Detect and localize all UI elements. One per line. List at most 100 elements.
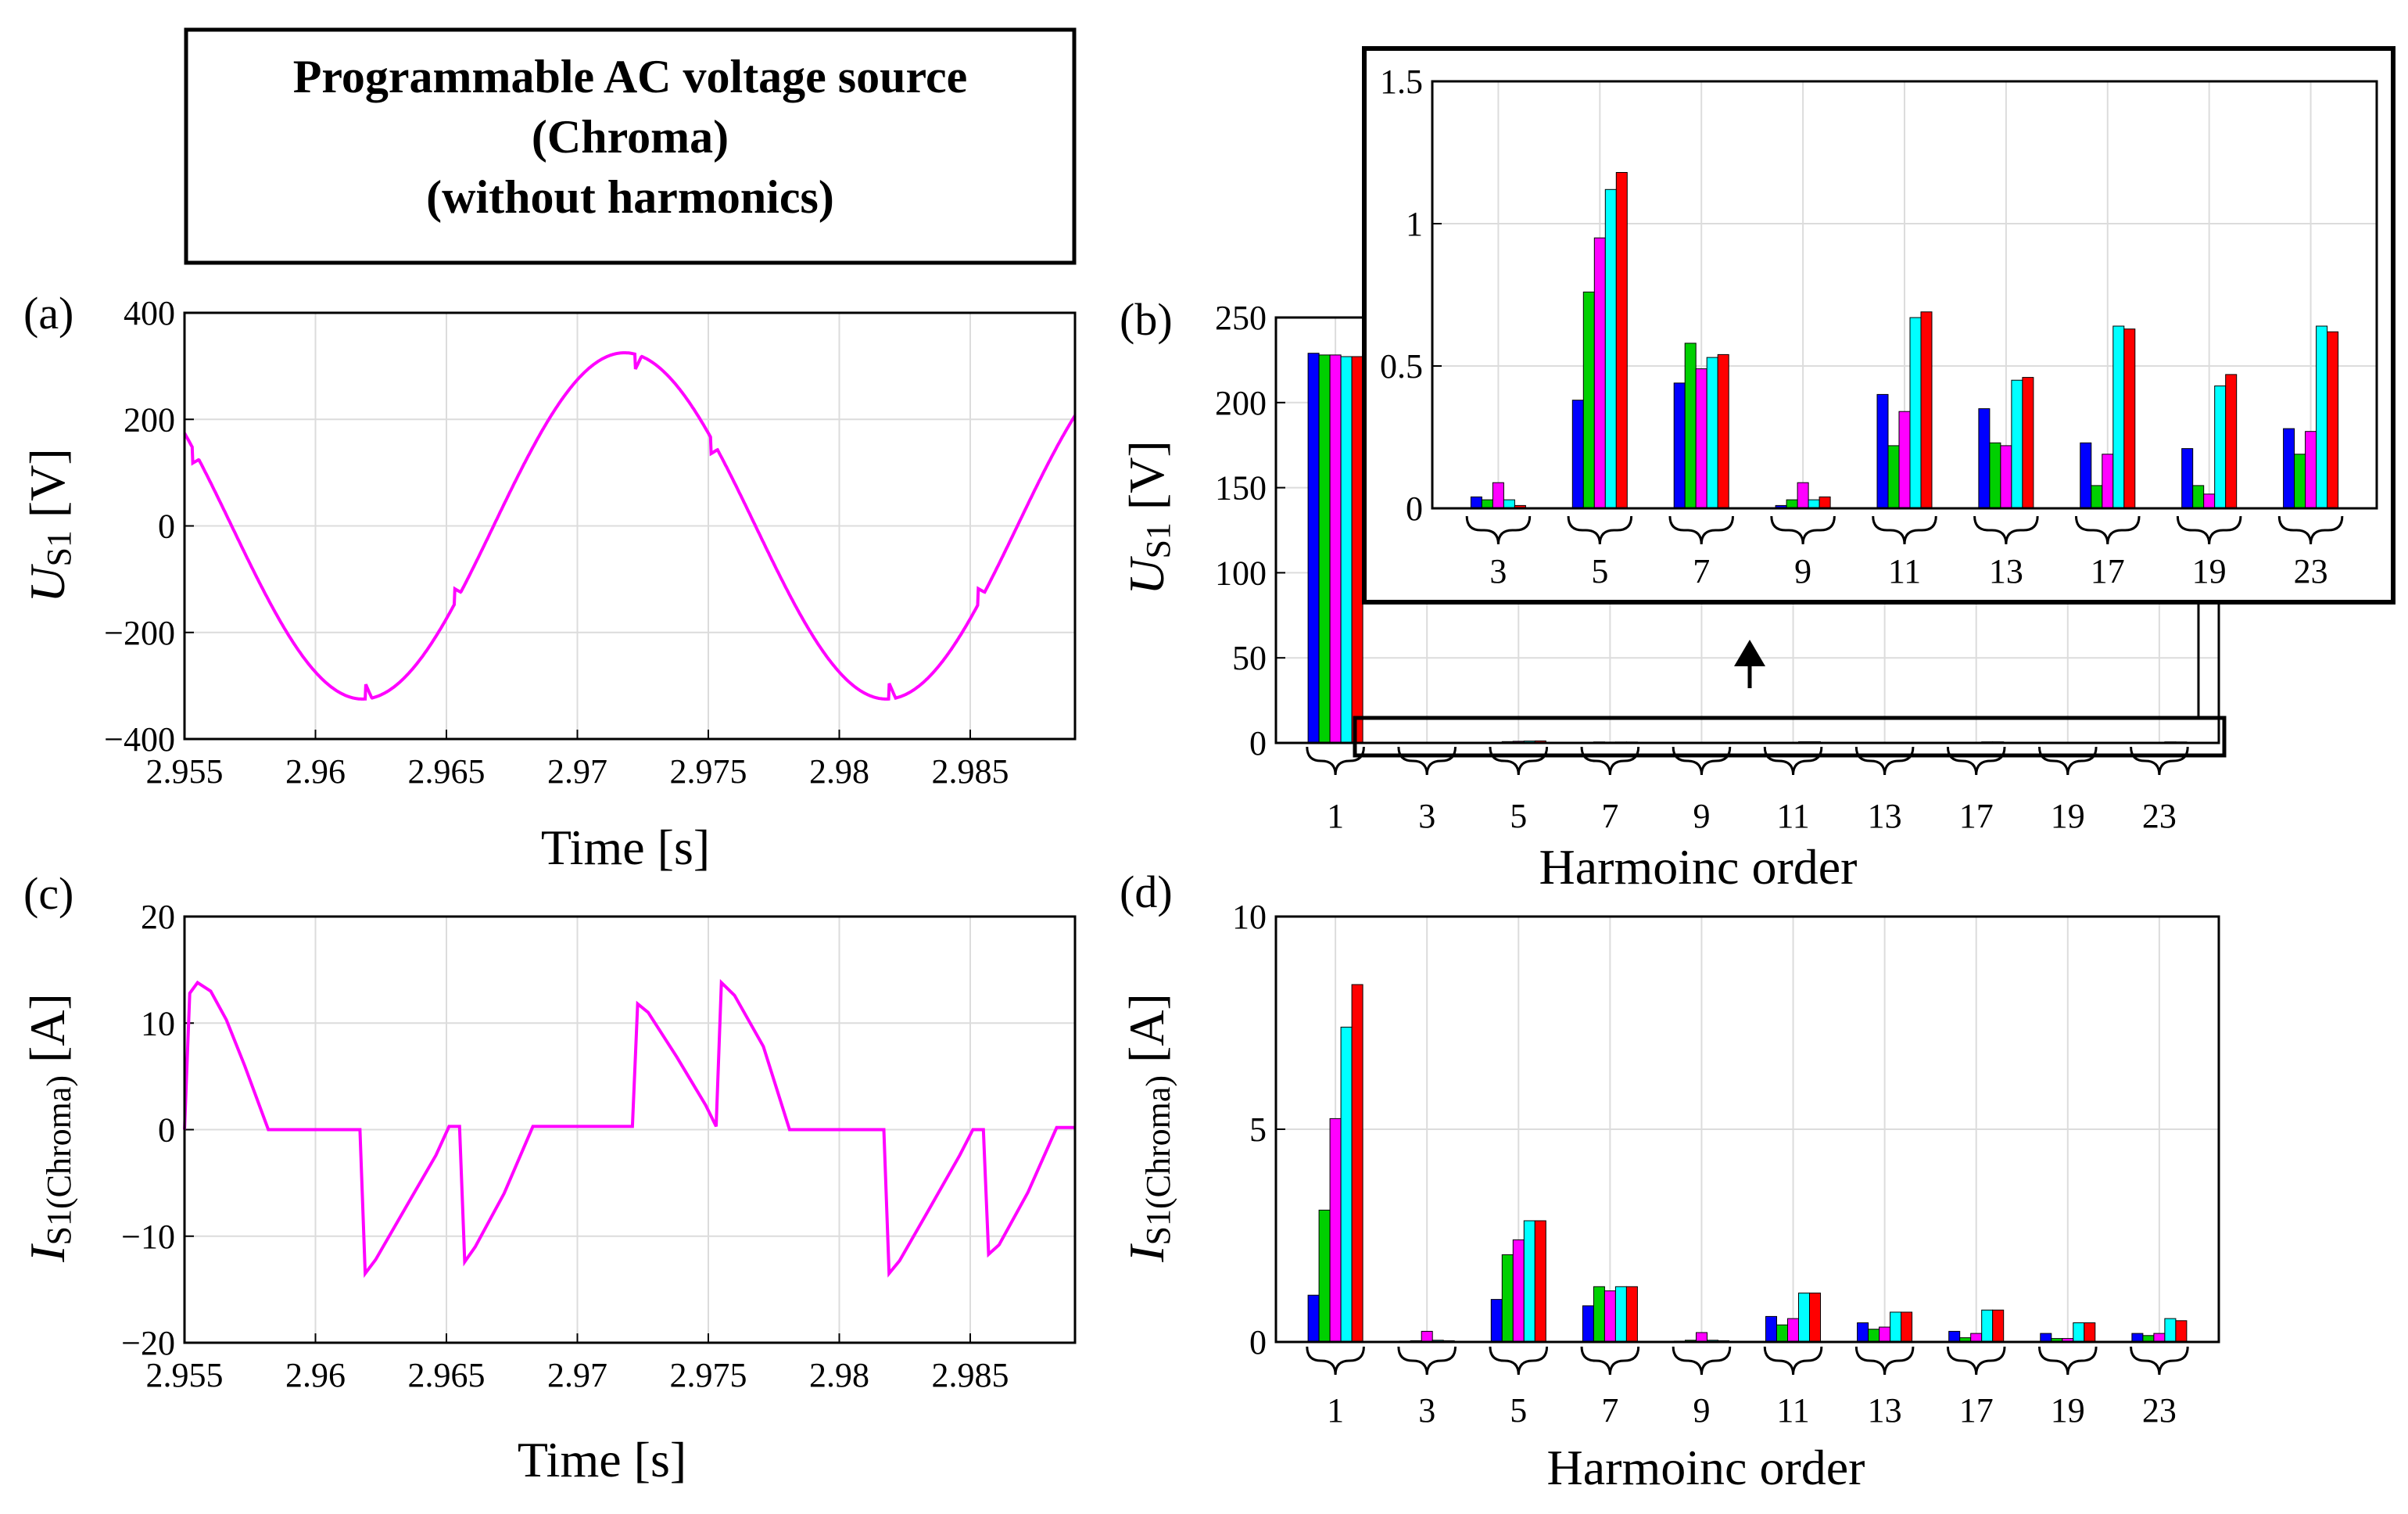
panel-a-ylabel-unit: [V] bbox=[20, 448, 75, 530]
panel-d-bar-7-s2 bbox=[1593, 1286, 1605, 1343]
panel-d-brace-23 bbox=[2130, 1346, 2189, 1376]
panel-d-bar-23-s4 bbox=[2164, 1318, 2177, 1343]
panel-inset-bar-11-s4 bbox=[1909, 317, 1922, 509]
zoom-region-box bbox=[1353, 716, 2227, 758]
panel-inset-brace-9 bbox=[1770, 515, 1836, 545]
panel-d-bar-13-s2 bbox=[1868, 1329, 1880, 1343]
panel-a-label: (a) bbox=[23, 288, 73, 339]
panel-c-ylabel-sub: S1(Chroma) bbox=[40, 1075, 78, 1246]
panel-d-category-label: 7 bbox=[1601, 1391, 1618, 1430]
panel-d-ytick-label: 10 bbox=[1232, 898, 1267, 936]
panel-d-category-label: 9 bbox=[1693, 1391, 1710, 1430]
panel-c-xtick-label: 2.955 bbox=[146, 1356, 224, 1394]
panel-a-xtick-label: 2.965 bbox=[408, 752, 486, 791]
panel-b-category-label: 7 bbox=[1601, 797, 1618, 835]
panel-c-ytick-label: 10 bbox=[141, 1004, 175, 1042]
panel-b-brace-19 bbox=[2038, 746, 2098, 776]
panel-d-braces bbox=[1306, 1346, 2189, 1376]
panel-d-bar-7-s4 bbox=[1614, 1286, 1627, 1343]
panel-a-ytick-label: −400 bbox=[104, 720, 175, 759]
panel-a-xtick-label: 2.98 bbox=[809, 752, 869, 791]
title-line-1: Programmable AC voltage source bbox=[293, 51, 968, 102]
panel-inset-bar-7-s5 bbox=[1717, 353, 1729, 509]
panel-b-ytick-label: 150 bbox=[1215, 469, 1267, 508]
inset-frame bbox=[1431, 80, 2378, 510]
panel-d-bar-5-s3 bbox=[1512, 1239, 1525, 1343]
panel-b-category-label: 19 bbox=[2051, 797, 2085, 835]
panel-d-bar-1-s2 bbox=[1318, 1209, 1331, 1343]
panel-d-brace-19 bbox=[2038, 1346, 2098, 1376]
panel-inset-bar-13-s5 bbox=[2022, 377, 2034, 509]
panel-d-bar-7-s1 bbox=[1582, 1305, 1594, 1343]
panel-a-xtick-label: 2.96 bbox=[285, 752, 346, 791]
panel-c-xtick-label: 2.985 bbox=[932, 1356, 1009, 1394]
panel-c-ylabel-main: I bbox=[20, 1243, 75, 1263]
panel-d-bar-11-s2 bbox=[1776, 1324, 1788, 1343]
panel-b-bar-1-s2 bbox=[1318, 354, 1331, 744]
panel-d-ylabel-main: I bbox=[1119, 1243, 1174, 1263]
panel-d-bar-1-s3 bbox=[1329, 1118, 1342, 1343]
panel-b-category-label: 13 bbox=[1868, 797, 1902, 835]
panel-c-xtick-label: 2.98 bbox=[809, 1356, 869, 1394]
panel-d-bar-13-s3 bbox=[1879, 1326, 1891, 1343]
panel-d-bar-19-s4 bbox=[2073, 1322, 2085, 1343]
panel-c-xlabel: Time [s] bbox=[518, 1432, 686, 1487]
panel-inset-brace-19 bbox=[2176, 515, 2242, 545]
panel-c-ylabel-unit: [A] bbox=[20, 993, 75, 1075]
panel-inset-brace-17 bbox=[2075, 515, 2141, 545]
panel-b-category-label: 5 bbox=[1510, 797, 1527, 835]
panel-a-ylabel: US1 [V] bbox=[20, 448, 78, 603]
panel-d-bar-23-s3 bbox=[2153, 1333, 2166, 1343]
panel-d-bar-5-s1 bbox=[1490, 1299, 1503, 1343]
panel-d-category-label: 17 bbox=[1959, 1391, 1994, 1430]
panel-c-ylabel: IS1(Chroma) [A] bbox=[20, 993, 78, 1263]
panel-d-category-label: 5 bbox=[1510, 1391, 1527, 1430]
panel-inset-bar-5-s4 bbox=[1604, 188, 1617, 509]
panel-a-xtick-label: 2.975 bbox=[670, 752, 747, 791]
panel-d-bar-5-s4 bbox=[1523, 1220, 1535, 1343]
panel-d-bar-1-s5 bbox=[1351, 984, 1363, 1343]
panel-b-bar-1-s5 bbox=[1351, 356, 1363, 744]
panel-b-brace-13 bbox=[1854, 746, 1915, 776]
panel-b-xlabel: Harmoinc order bbox=[1539, 839, 1858, 895]
panel-b-brace-1 bbox=[1306, 746, 1365, 776]
panel-inset-bar-19-s2 bbox=[2192, 485, 2205, 509]
panel-inset-bar-7-s3 bbox=[1695, 368, 1707, 509]
panel-inset-ytick-label: 0 bbox=[1406, 490, 1423, 528]
inset-bars bbox=[1470, 172, 2339, 509]
panel-a-voltage-line bbox=[183, 351, 1077, 701]
panel-c-xtick-label: 2.96 bbox=[285, 1356, 346, 1394]
panel-c-ytick-label: −20 bbox=[121, 1324, 175, 1362]
panel-b-brace-5 bbox=[1489, 746, 1549, 776]
panel-a-ticks: 2.955 2.96 2.965 2.97 2.975 2.98 2.985 −400 −200… bbox=[104, 294, 1009, 791]
panel-b-bar-1-s1 bbox=[1307, 353, 1320, 744]
panel-inset-bar-7-s1 bbox=[1673, 382, 1686, 509]
panel-d-bar-19-s1 bbox=[2040, 1333, 2052, 1343]
panel-c-ticks: 2.955 2.96 2.965 2.97 2.975 2.98 2.985 −20 −10 0 1… bbox=[121, 898, 1009, 1394]
panel-inset-bar-9-s2 bbox=[1786, 499, 1798, 509]
panel-b-bar-1-s4 bbox=[1340, 356, 1353, 744]
panel-inset-bar-5-s1 bbox=[1571, 400, 1584, 509]
panel-d-bar-13-s4 bbox=[1890, 1311, 1902, 1343]
panel-a-ylabel-main: U bbox=[20, 564, 75, 603]
panel-b-ylabel-main: U bbox=[1119, 556, 1174, 595]
panel-d-category-label: 11 bbox=[1776, 1391, 1809, 1430]
panel-b-ytick-label: 200 bbox=[1215, 384, 1267, 422]
panel-inset-bar-23-s3 bbox=[2305, 431, 2317, 509]
panel-inset-bar-17-s5 bbox=[2123, 328, 2136, 509]
panel-d-bar-17-s4 bbox=[1981, 1309, 1994, 1343]
panel-d-brace-9 bbox=[1672, 1346, 1732, 1376]
panel-a-voltage-waveform: (a) 2.955 2.96 2.965 2.97 2.975 2.98 2.985 −400… bbox=[20, 288, 1077, 875]
panel-d-bar-13-s5 bbox=[1901, 1311, 1913, 1343]
panel-d-category-label: 23 bbox=[2142, 1391, 2177, 1430]
panel-c-label: (c) bbox=[23, 868, 73, 919]
panel-a-ytick-label: 400 bbox=[124, 294, 175, 332]
panel-b-ylabel-unit: [V] bbox=[1119, 440, 1174, 522]
panel-inset-category-label: 3 bbox=[1489, 552, 1507, 590]
inset-braces bbox=[1465, 515, 2344, 545]
panel-inset-bar-19-s3 bbox=[2203, 493, 2216, 509]
panel-d-brace-1 bbox=[1306, 1346, 1365, 1376]
panel-inset-brace-11 bbox=[1872, 515, 1937, 545]
panel-inset-bar-7-s2 bbox=[1684, 343, 1697, 509]
